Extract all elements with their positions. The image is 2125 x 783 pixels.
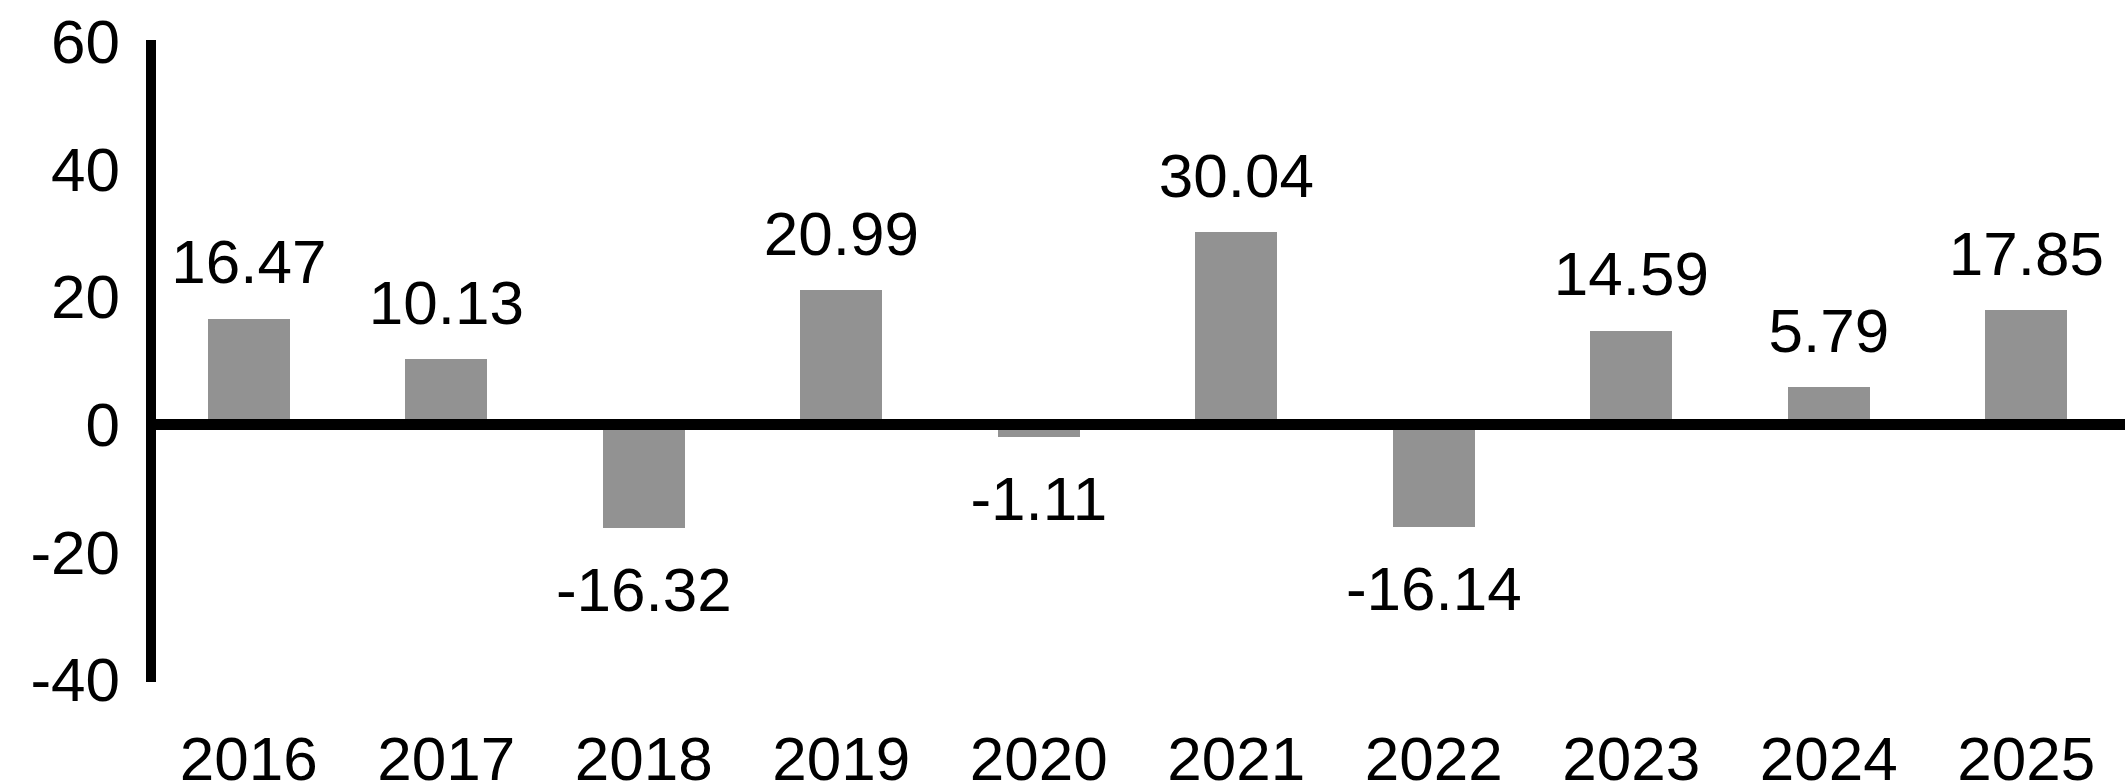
x-tick-label: 2023 xyxy=(1532,728,1730,783)
y-tick-label: 20 xyxy=(0,266,120,328)
x-tick-label: 2016 xyxy=(150,728,348,783)
bar-value-label: -16.14 xyxy=(1335,558,1533,620)
bar-2017 xyxy=(405,359,487,424)
bar-value-label: -1.11 xyxy=(940,468,1138,530)
x-tick-label: 2021 xyxy=(1137,728,1335,783)
bar-2025 xyxy=(1985,310,2067,424)
bar-value-label: 10.13 xyxy=(347,272,545,334)
x-axis-zero-line xyxy=(146,419,2125,430)
bar-value-label: 14.59 xyxy=(1532,243,1730,305)
y-tick-label: -40 xyxy=(0,649,120,711)
y-tick-label: -20 xyxy=(0,522,120,584)
y-tick-label: 0 xyxy=(0,394,120,456)
x-tick-label: 2019 xyxy=(742,728,940,783)
bar-2019 xyxy=(800,290,882,424)
bar-2016 xyxy=(208,319,290,424)
y-axis-line xyxy=(146,40,156,682)
y-tick-label: 60 xyxy=(0,11,120,73)
x-tick-label: 2020 xyxy=(940,728,1138,783)
x-tick-label: 2017 xyxy=(347,728,545,783)
bar-2018 xyxy=(603,424,685,528)
bar-2022 xyxy=(1393,424,1475,527)
bar-value-label: 5.79 xyxy=(1730,300,1928,362)
bar-value-label: -16.32 xyxy=(545,559,743,621)
bar-2021 xyxy=(1195,232,1277,424)
bar-chart: 60 40 20 0 -20 -40 16.4710.13 -16.32 20.99 -1.11… xyxy=(0,0,2125,783)
bar-value-label: 17.85 xyxy=(1927,223,2125,285)
bar-value-label: 30.04 xyxy=(1137,145,1335,207)
x-tick-label: 2024 xyxy=(1730,728,1928,783)
x-tick-label: 2022 xyxy=(1335,728,1533,783)
bar-value-label: 20.99 xyxy=(742,203,940,265)
bar-2023 xyxy=(1590,331,1672,424)
y-tick-label: 40 xyxy=(0,139,120,201)
bar-value-label: 16.47 xyxy=(150,231,348,293)
x-tick-label: 2018 xyxy=(545,728,743,783)
x-tick-label: 2025 xyxy=(1927,728,2125,783)
